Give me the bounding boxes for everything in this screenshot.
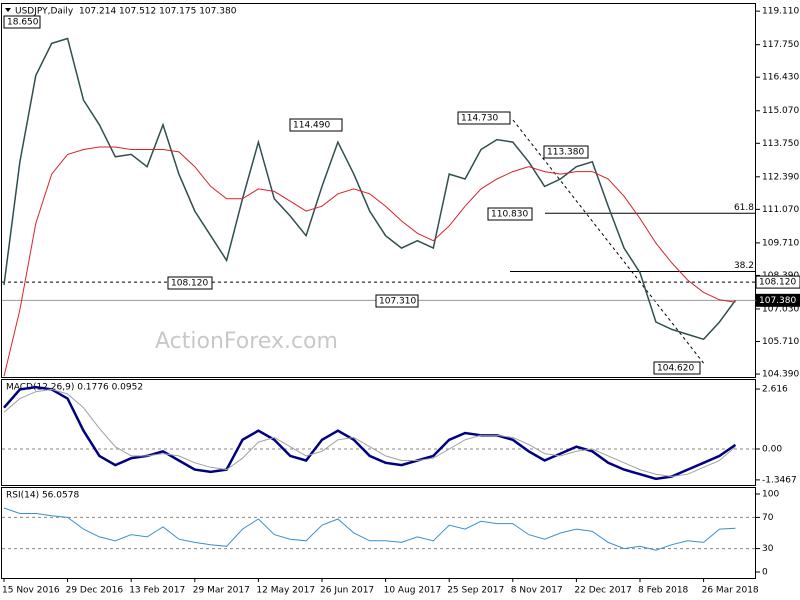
y-tick-label: 119.110 <box>762 7 799 17</box>
annotation-box <box>289 118 343 132</box>
annotation: 108.120 <box>171 279 208 289</box>
y-tick-label: 112.390 <box>762 172 799 182</box>
watermark: ActionForex.com <box>155 329 338 354</box>
price-tag-label: 108.120 <box>759 278 796 288</box>
y-tick-label: 30 <box>762 544 774 554</box>
annotation: 104.620 <box>657 364 694 374</box>
x-tick-label: 10 Aug 2017 <box>384 586 442 596</box>
x-tick-label: 29 Mar 2017 <box>193 586 250 596</box>
annotation: 113.380 <box>547 148 584 158</box>
y-tick-label: 117.750 <box>762 40 799 50</box>
y-tick-label: 70 <box>762 513 774 523</box>
series-line <box>3 388 736 478</box>
y-tick-label: 107.030 <box>762 304 799 314</box>
x-tick-label: 8 Nov 2017 <box>511 586 563 596</box>
x-tick-label: 29 Dec 2016 <box>66 586 124 596</box>
price-tag <box>755 293 800 307</box>
series-line <box>3 37 737 341</box>
annotation-box <box>375 294 419 308</box>
price-tag <box>755 275 800 289</box>
annotation-box <box>457 111 511 125</box>
y-tick-label: 2.616 <box>762 385 788 395</box>
price-panel <box>1 3 756 378</box>
y-tick-label: 104.390 <box>762 370 799 380</box>
x-tick-label: 8 Feb 2018 <box>638 586 689 596</box>
panel-title: USDJPY,Daily 107.214 107.512 107.175 107… <box>15 7 237 17</box>
price-tag-label: 107.380 <box>759 296 796 306</box>
y-tick-label: 0.00 <box>762 445 782 455</box>
y-tick-label: 116.430 <box>762 73 799 83</box>
annotation-box <box>543 145 589 159</box>
macd-panel <box>1 379 756 486</box>
annotation: 114.730 <box>461 114 498 124</box>
y-tick-label: 109.710 <box>762 238 799 248</box>
x-tick-label: 15 Nov 2016 <box>2 586 60 596</box>
series-line <box>3 385 737 481</box>
x-tick-label: 26 Mar 2018 <box>702 586 759 596</box>
fib-label: 38.2 <box>734 261 754 271</box>
annotation-box <box>653 361 701 375</box>
y-tick-label: 0 <box>762 567 768 577</box>
annotation-box <box>3 15 41 29</box>
x-tick-label: 22 Dec 2017 <box>574 586 632 596</box>
annotation: 110.830 <box>491 210 528 220</box>
panel-title: MACD(12,26,9) 0.1776 0.0952 <box>6 383 143 393</box>
rsi-panel <box>1 487 756 579</box>
series-line <box>3 146 736 377</box>
series-line <box>3 507 736 551</box>
x-tick-label: 26 Jun 2017 <box>320 586 374 596</box>
menu-icon <box>5 8 11 12</box>
y-tick-label: 115.070 <box>762 106 799 116</box>
x-tick-label: 13 Feb 2017 <box>129 586 185 596</box>
annotation-box <box>487 207 533 221</box>
annotation: 114.490 <box>293 121 330 131</box>
x-tick-label: 25 Sep 2017 <box>447 586 504 596</box>
y-tick-label: 100 <box>762 490 779 500</box>
y-tick-label: 113.750 <box>762 139 799 149</box>
annotation: 18.650 <box>7 18 39 28</box>
y-tick-label: 105.710 <box>762 337 799 347</box>
fib-label: 61.8 <box>734 203 754 213</box>
y-tick-label: 111.070 <box>762 205 799 215</box>
trend-line <box>512 119 706 366</box>
x-tick-label: 12 May 2017 <box>256 586 315 596</box>
panel-title: RSI(14) 56.0578 <box>6 491 79 501</box>
annotation-box <box>167 276 213 290</box>
annotation: 107.310 <box>379 297 416 307</box>
y-tick-label: -1.3467 <box>762 475 797 485</box>
